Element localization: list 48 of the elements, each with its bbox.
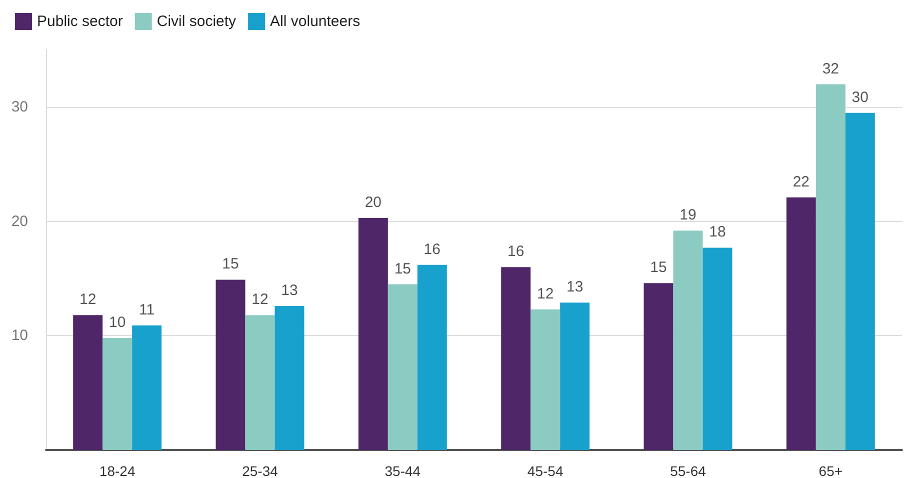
data-label: 30 [852, 88, 868, 106]
bar [673, 230, 703, 450]
bar [73, 315, 103, 450]
data-label: 18 [709, 224, 726, 241]
bar [786, 197, 816, 450]
bar [132, 325, 162, 450]
bar [388, 284, 418, 450]
y-tick-label: 10 [11, 327, 28, 344]
data-label: 12 [536, 285, 554, 302]
legend-label: All volunteers [270, 13, 360, 30]
data-label: 15 [222, 256, 239, 273]
data-label: 12 [252, 291, 268, 308]
data-label: 22 [792, 173, 810, 190]
data-label: 20 [364, 194, 382, 211]
legend-label: Civil society [156, 13, 237, 30]
data-label: 13 [281, 282, 298, 299]
bar [702, 248, 732, 450]
bar [816, 84, 846, 450]
data-label: 32 [822, 60, 840, 78]
data-label: 11 [139, 301, 155, 318]
x-tick-label: 35-44 [384, 463, 421, 478]
x-tick-label: 45-54 [527, 463, 564, 478]
data-label: 16 [424, 240, 440, 258]
bar [358, 218, 388, 450]
data-label: 15 [650, 259, 667, 276]
bar [102, 338, 132, 450]
x-tick-label: 25-34 [242, 463, 278, 478]
bar [560, 302, 590, 450]
x-tick-label: 65+ [818, 463, 843, 478]
data-label: 12 [80, 291, 96, 308]
data-label: 10 [108, 314, 126, 331]
y-tick-label: 30 [11, 98, 28, 116]
legend-label: Public sector [37, 13, 123, 30]
x-tick-label: 55-64 [670, 463, 706, 478]
bar [274, 306, 304, 450]
bar [216, 280, 246, 450]
data-label: 15 [394, 260, 412, 278]
bar [845, 112, 875, 450]
y-tick-label: 20 [11, 212, 28, 230]
data-label: 16 [508, 243, 524, 260]
bar [644, 283, 674, 450]
data-label: 19 [680, 206, 696, 224]
bar [530, 309, 560, 450]
x-tick-label: 18-24 [99, 463, 136, 478]
bar [501, 267, 531, 450]
bar [245, 315, 275, 450]
data-label: 13 [566, 278, 584, 296]
bar [417, 264, 447, 450]
